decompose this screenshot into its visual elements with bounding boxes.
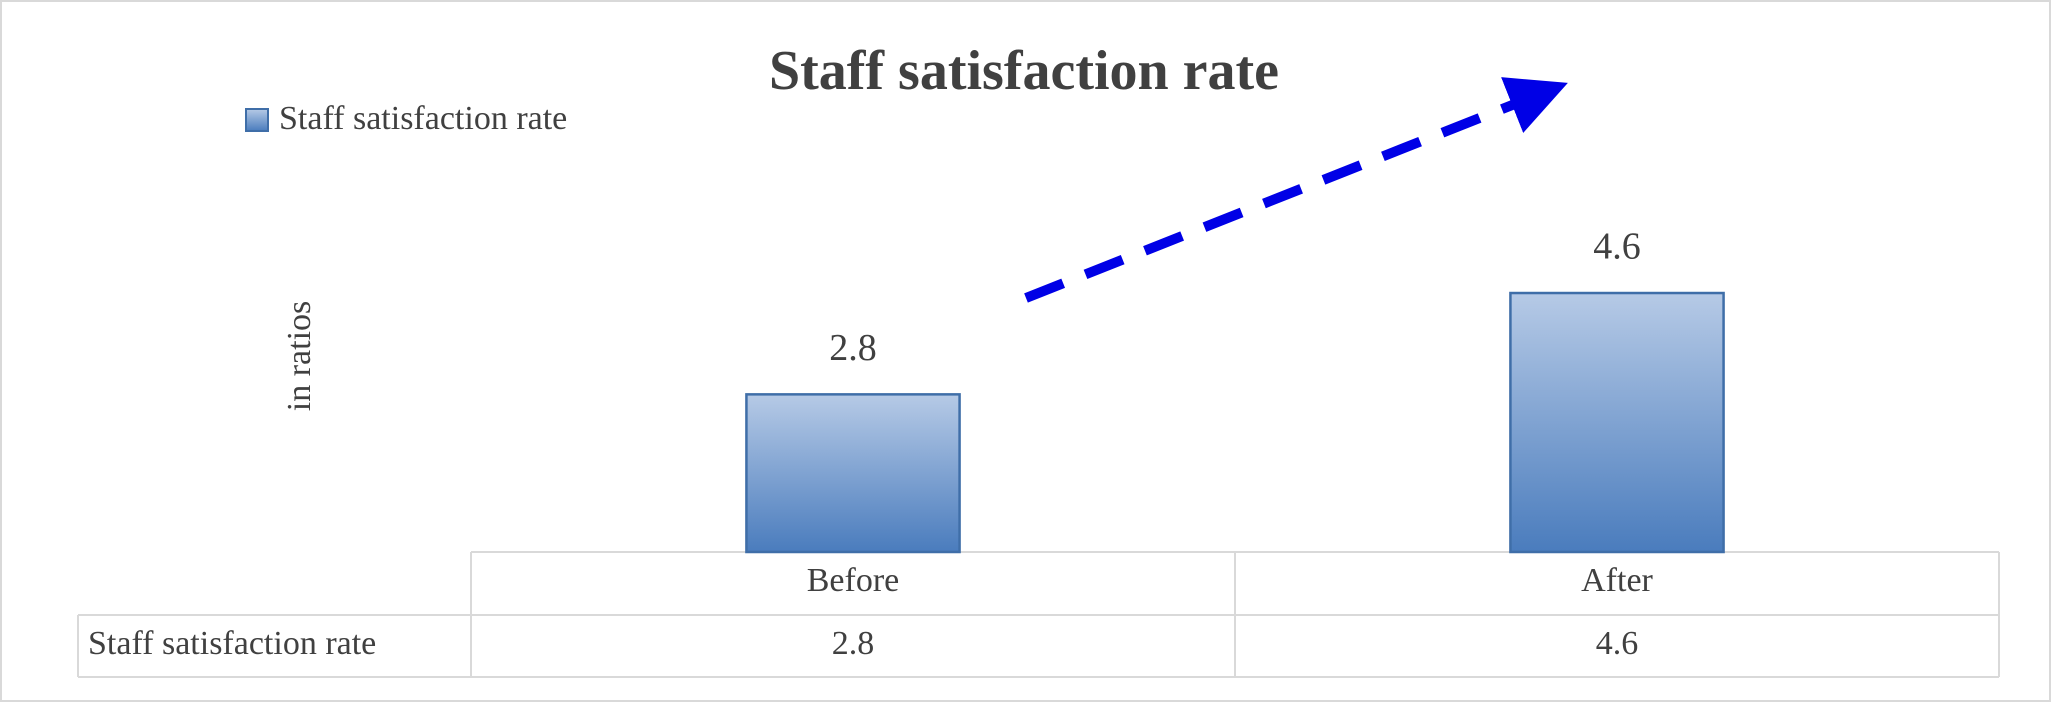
data-table: [77, 551, 2000, 678]
data-label: 4.6: [1593, 226, 1641, 268]
table-row-label: Staff satisfaction rate: [88, 625, 376, 662]
chart-title: Staff satisfaction rate: [769, 40, 1279, 102]
legend-label: Staff satisfaction rate: [279, 100, 567, 137]
category-label: After: [1581, 562, 1653, 599]
category-label: Before: [807, 562, 900, 599]
data-label: 2.8: [829, 327, 877, 369]
legend-swatch: [245, 108, 269, 132]
y-axis-label: in ratios: [281, 301, 318, 411]
table-value: 2.8: [832, 625, 875, 662]
bar: [745, 393, 961, 554]
trend-arrow: [1024, 77, 1568, 303]
table-value: 4.6: [1596, 625, 1639, 662]
bar: [1509, 291, 1725, 554]
